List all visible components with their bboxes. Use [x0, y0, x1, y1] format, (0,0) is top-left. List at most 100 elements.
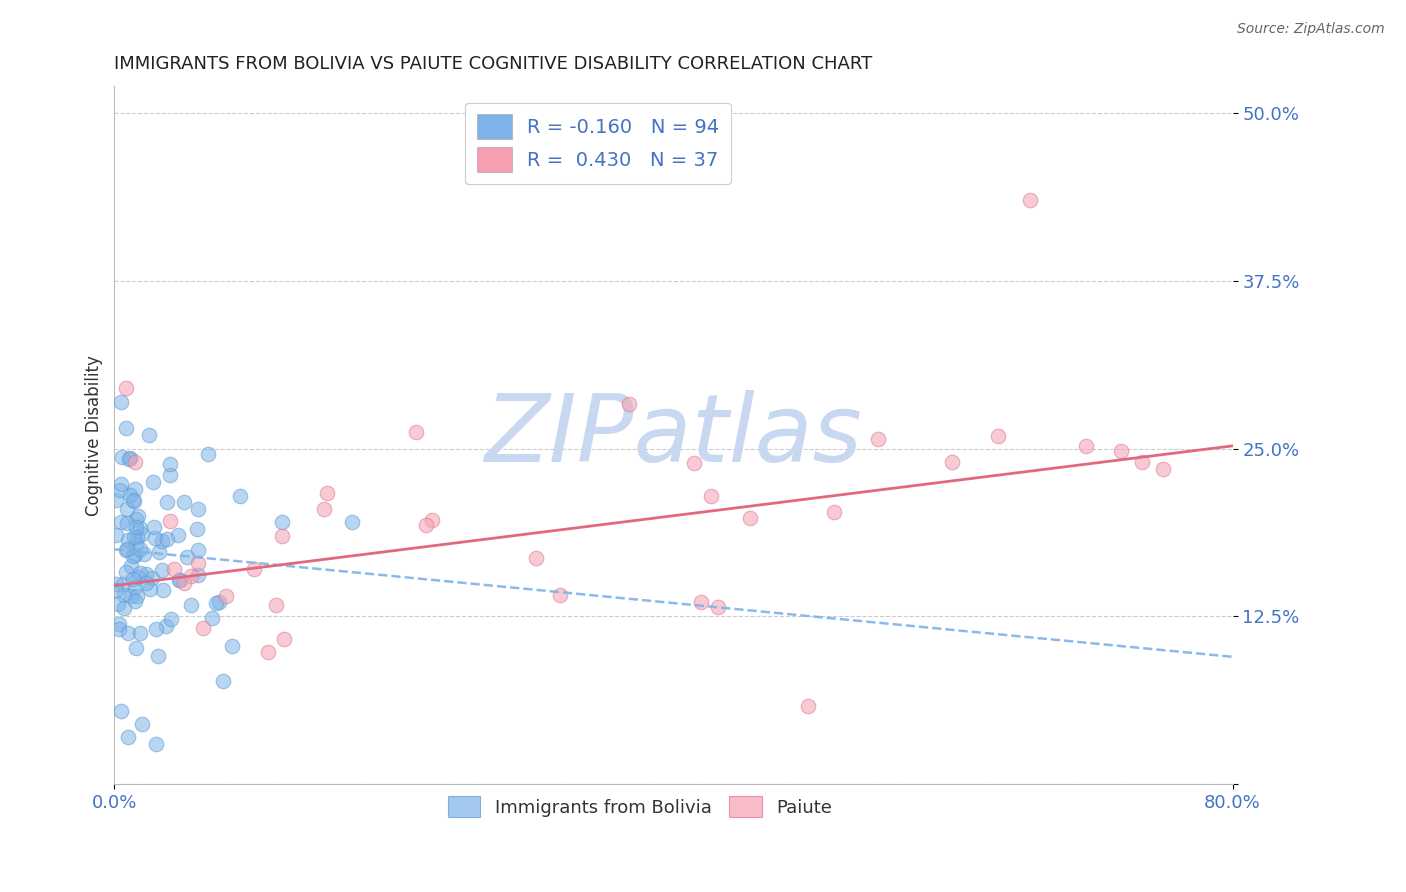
Point: [167, 573, 190, 587]
Point: [122, 549, 145, 563]
Point: [117, 516, 139, 531]
Point: [823, 505, 845, 519]
Point: [120, 488, 142, 502]
Point: [107, 597, 129, 611]
Point: [112, 601, 135, 615]
Point: [120, 559, 142, 574]
Point: [707, 600, 730, 615]
Point: [143, 531, 166, 545]
Point: [122, 530, 145, 544]
Text: IMMIGRANTS FROM BOLIVIA VS PAIUTE COGNITIVE DISABILITY CORRELATION CHART: IMMIGRANTS FROM BOLIVIA VS PAIUTE COGNIT…: [114, 55, 873, 73]
Point: [415, 517, 437, 532]
Point: [104, 528, 127, 542]
Point: [159, 457, 181, 471]
Point: [159, 612, 181, 626]
Point: [941, 455, 963, 469]
Point: [146, 648, 169, 663]
Point: [141, 571, 163, 585]
Point: [110, 394, 132, 409]
Point: [115, 502, 138, 516]
Point: [125, 640, 148, 655]
Point: [148, 545, 170, 559]
Point: [180, 599, 202, 613]
Point: [125, 589, 148, 603]
Point: [129, 566, 152, 580]
Point: [155, 533, 177, 547]
Point: [163, 561, 186, 575]
Text: ZIPatlas: ZIPatlas: [485, 390, 862, 481]
Point: [212, 674, 235, 689]
Point: [229, 489, 252, 503]
Point: [180, 569, 202, 583]
Point: [114, 421, 136, 435]
Point: [167, 527, 190, 541]
Point: [159, 468, 181, 483]
Point: [155, 619, 177, 633]
Point: [420, 513, 443, 527]
Point: [129, 541, 152, 556]
Point: [150, 533, 173, 548]
Point: [131, 717, 153, 731]
Point: [114, 381, 136, 395]
Point: [115, 543, 138, 558]
Point: [114, 565, 136, 579]
Point: [124, 455, 146, 469]
Point: [159, 514, 181, 528]
Point: [204, 596, 226, 610]
Point: [208, 595, 231, 609]
Point: [111, 450, 134, 465]
Point: [117, 625, 139, 640]
Point: [138, 582, 160, 596]
Point: [176, 550, 198, 565]
Point: [127, 508, 149, 523]
Point: [129, 521, 152, 535]
Point: [221, 640, 243, 654]
Point: [120, 589, 142, 603]
Point: [124, 580, 146, 594]
Point: [548, 588, 571, 602]
Point: [122, 572, 145, 586]
Point: [117, 533, 139, 548]
Point: [738, 510, 761, 524]
Point: [191, 621, 214, 635]
Point: [797, 698, 820, 713]
Point: [108, 617, 131, 632]
Legend: Immigrants from Bolivia, Paiute: Immigrants from Bolivia, Paiute: [440, 789, 839, 824]
Point: [312, 502, 335, 516]
Point: [117, 542, 139, 557]
Point: [125, 537, 148, 551]
Point: [104, 493, 127, 508]
Point: [201, 611, 224, 625]
Point: [127, 570, 149, 584]
Point: [104, 582, 127, 597]
Point: [125, 520, 148, 534]
Point: [118, 450, 141, 465]
Point: [1109, 444, 1132, 458]
Point: [524, 551, 547, 566]
Point: [142, 475, 165, 489]
Point: [124, 594, 146, 608]
Point: [197, 446, 219, 460]
Point: [112, 588, 135, 602]
Point: [187, 542, 209, 557]
Point: [110, 476, 132, 491]
Point: [169, 573, 191, 587]
Point: [125, 511, 148, 525]
Point: [243, 562, 266, 576]
Point: [683, 456, 706, 470]
Point: [700, 489, 723, 503]
Point: [142, 519, 165, 533]
Point: [617, 397, 640, 411]
Point: [866, 432, 889, 446]
Point: [118, 452, 141, 467]
Point: [340, 516, 363, 530]
Point: [127, 530, 149, 544]
Point: [1018, 193, 1040, 207]
Point: [173, 575, 195, 590]
Point: [150, 563, 173, 577]
Point: [1152, 461, 1174, 475]
Point: [271, 516, 294, 530]
Point: [108, 622, 131, 636]
Point: [122, 493, 145, 508]
Point: [1074, 439, 1097, 453]
